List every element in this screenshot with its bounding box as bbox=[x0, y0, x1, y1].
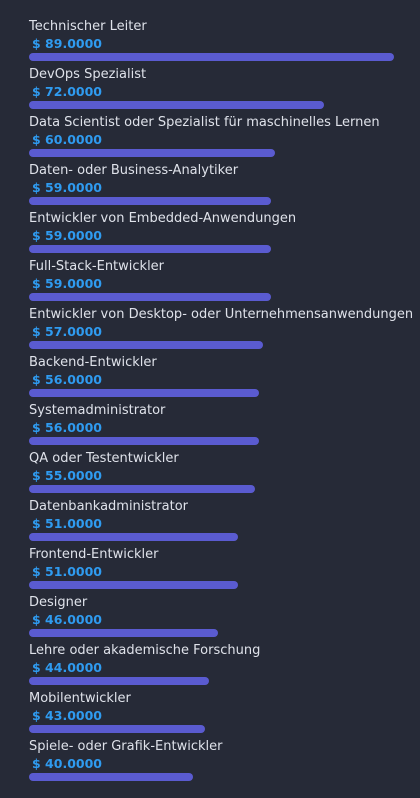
bar bbox=[29, 533, 238, 541]
bar bbox=[29, 293, 271, 301]
bar bbox=[29, 197, 271, 205]
category-label: QA oder Testentwickler bbox=[29, 451, 179, 466]
chart-row: Datenbankadministrator $ 51.0000 bbox=[0, 497, 420, 545]
chart-row: Lehre oder akademische Forschung $ 44.000… bbox=[0, 641, 420, 689]
value-label: $ 56.0000 bbox=[32, 420, 102, 435]
value-label: $ 55.0000 bbox=[32, 468, 102, 483]
chart-row: QA oder Testentwickler $ 55.0000 bbox=[0, 449, 420, 497]
chart-row: Entwickler von Desktop- oder Unternehmen… bbox=[0, 305, 420, 353]
value-label: $ 72.0000 bbox=[32, 84, 102, 99]
chart-row: Frontend-Entwickler $ 51.0000 bbox=[0, 545, 420, 593]
bar bbox=[29, 149, 275, 157]
category-label: Designer bbox=[29, 595, 88, 610]
chart-row: Systemadministrator $ 56.0000 bbox=[0, 401, 420, 449]
category-label: Frontend-Entwickler bbox=[29, 547, 159, 562]
bar bbox=[29, 389, 259, 397]
value-label: $ 46.0000 bbox=[32, 612, 102, 627]
bar bbox=[29, 101, 324, 109]
value-label: $ 59.0000 bbox=[32, 180, 102, 195]
value-label: $ 57.0000 bbox=[32, 324, 102, 339]
category-label: Mobilentwickler bbox=[29, 691, 131, 706]
category-label: Systemadministrator bbox=[29, 403, 166, 418]
category-label: Data Scientist oder Spezialist für masch… bbox=[29, 115, 380, 130]
category-label: Datenbankadministrator bbox=[29, 499, 188, 514]
value-label: $ 56.0000 bbox=[32, 372, 102, 387]
value-label: $ 43.0000 bbox=[32, 708, 102, 723]
value-label: $ 89.0000 bbox=[32, 36, 102, 51]
chart-row: Technischer Leiter $ 89.0000 bbox=[0, 17, 420, 65]
category-label: Lehre oder akademische Forschung bbox=[29, 643, 261, 658]
chart-row: Mobilentwickler $ 43.0000 bbox=[0, 689, 420, 737]
bar bbox=[29, 53, 394, 61]
bar bbox=[29, 725, 205, 733]
bar bbox=[29, 485, 255, 493]
bar bbox=[29, 773, 193, 781]
category-label: Backend-Entwickler bbox=[29, 355, 157, 370]
chart-row: Daten- oder Business-Analytiker $ 59.0000 bbox=[0, 161, 420, 209]
category-label: Daten- oder Business-Analytiker bbox=[29, 163, 239, 178]
category-label: Technischer Leiter bbox=[29, 19, 147, 34]
category-label: Full-Stack-Entwickler bbox=[29, 259, 165, 274]
chart-row: Designer $ 46.0000 bbox=[0, 593, 420, 641]
category-label: Spiele- oder Grafik-Entwickler bbox=[29, 739, 223, 754]
salary-bar-chart: Technischer Leiter $ 89.0000 DevOps Spezia… bbox=[0, 17, 420, 785]
chart-row: Backend-Entwickler $ 56.0000 bbox=[0, 353, 420, 401]
bar bbox=[29, 341, 263, 349]
category-label: Entwickler von Embedded-Anwendungen bbox=[29, 211, 297, 226]
value-label: $ 44.0000 bbox=[32, 660, 102, 675]
chart-row: Full-Stack-Entwickler $ 59.0000 bbox=[0, 257, 420, 305]
chart-row: Data Scientist oder Spezialist für masch… bbox=[0, 113, 420, 161]
category-label: Entwickler von Desktop- oder Unternehmen… bbox=[29, 307, 414, 322]
value-label: $ 51.0000 bbox=[32, 516, 102, 531]
chart-row: Spiele- oder Grafik-Entwickler $ 40.0000 bbox=[0, 737, 420, 785]
chart-row: Entwickler von Embedded-Anwendungen $ 59.… bbox=[0, 209, 420, 257]
value-label: $ 51.0000 bbox=[32, 564, 102, 579]
value-label: $ 59.0000 bbox=[32, 228, 102, 243]
bar bbox=[29, 581, 238, 589]
category-label: DevOps Spezialist bbox=[29, 67, 147, 82]
value-label: $ 60.0000 bbox=[32, 132, 102, 147]
bar bbox=[29, 437, 259, 445]
value-label: $ 40.0000 bbox=[32, 756, 102, 771]
chart-row: DevOps Spezialist $ 72.0000 bbox=[0, 65, 420, 113]
bar bbox=[29, 245, 271, 253]
bar bbox=[29, 677, 209, 685]
value-label: $ 59.0000 bbox=[32, 276, 102, 291]
bar bbox=[29, 629, 218, 637]
